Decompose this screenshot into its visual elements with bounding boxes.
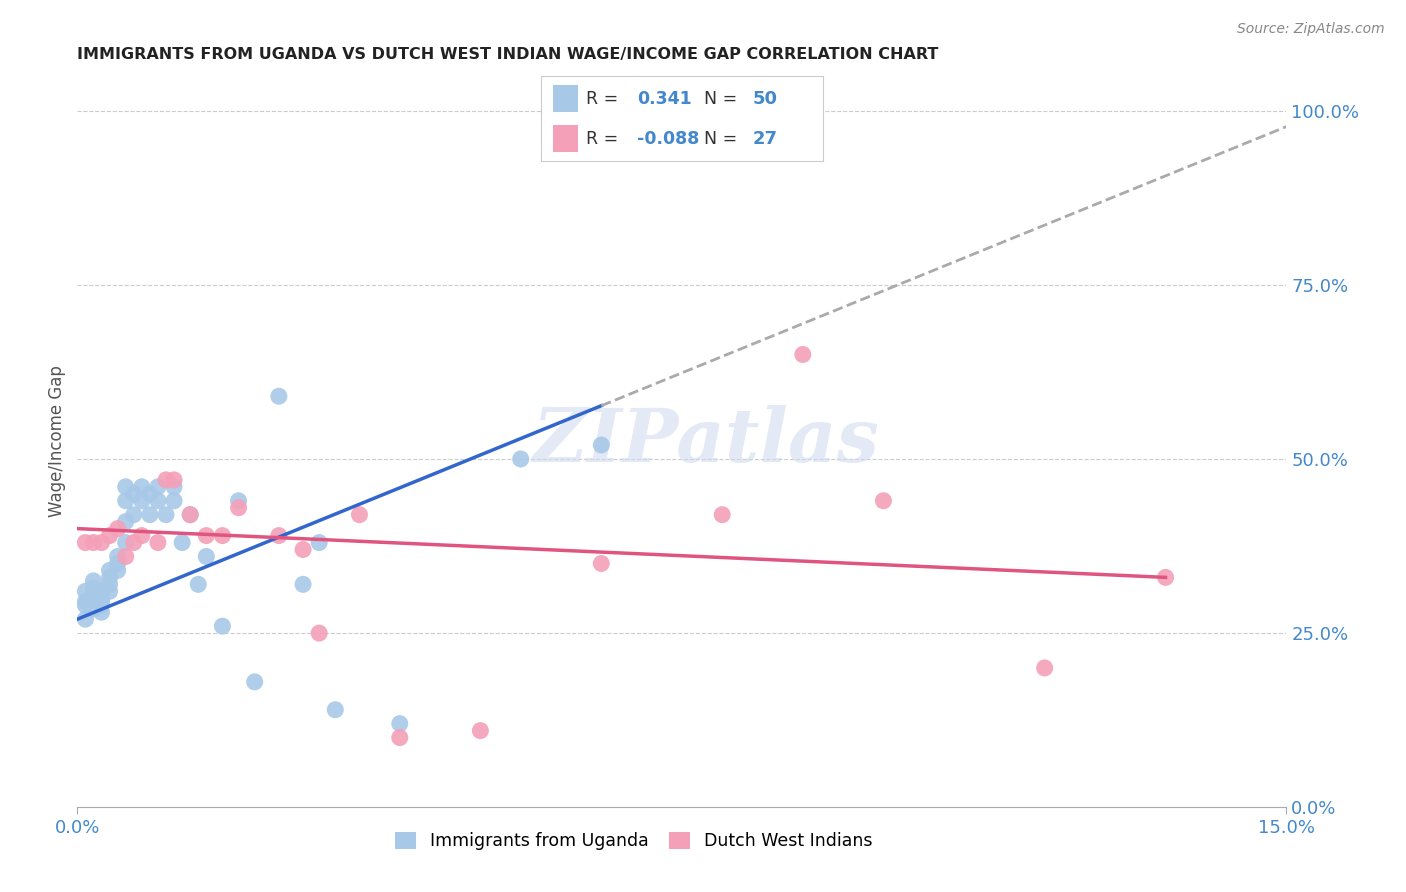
- Point: [90, 605, 112, 619]
- Point: [349, 508, 371, 522]
- Point: [388, 731, 411, 745]
- Text: 50: 50: [752, 90, 778, 108]
- Point: [292, 542, 315, 557]
- Text: 27: 27: [752, 129, 778, 147]
- Point: [308, 535, 330, 549]
- Point: [107, 563, 129, 577]
- FancyBboxPatch shape: [553, 125, 578, 152]
- Point: [267, 389, 290, 403]
- Point: [146, 535, 169, 549]
- Point: [98, 570, 121, 584]
- Point: [228, 493, 250, 508]
- Y-axis label: Wage/Income Gap: Wage/Income Gap: [48, 366, 66, 517]
- Point: [228, 500, 250, 515]
- Point: [163, 480, 186, 494]
- Text: IMMIGRANTS FROM UGANDA VS DUTCH WEST INDIAN WAGE/INCOME GAP CORRELATION CHART: IMMIGRANTS FROM UGANDA VS DUTCH WEST IND…: [77, 47, 939, 62]
- Point: [323, 703, 346, 717]
- Point: [591, 438, 613, 452]
- Point: [792, 347, 814, 361]
- Point: [163, 473, 186, 487]
- Point: [122, 535, 145, 549]
- Point: [82, 588, 104, 602]
- Point: [90, 595, 112, 609]
- Point: [470, 723, 492, 738]
- Point: [107, 522, 129, 536]
- FancyBboxPatch shape: [553, 85, 578, 112]
- Point: [107, 549, 129, 564]
- Point: [155, 473, 177, 487]
- Text: N =: N =: [704, 129, 744, 147]
- Point: [509, 452, 531, 467]
- Point: [98, 577, 121, 591]
- Point: [107, 557, 129, 571]
- Text: -0.088: -0.088: [637, 129, 699, 147]
- Point: [211, 528, 233, 542]
- Point: [75, 595, 97, 609]
- Text: 0.341: 0.341: [637, 90, 692, 108]
- Point: [131, 480, 153, 494]
- Point: [82, 601, 104, 615]
- Point: [308, 626, 330, 640]
- Text: R =: R =: [586, 129, 624, 147]
- Point: [179, 508, 201, 522]
- Point: [195, 528, 218, 542]
- Point: [139, 487, 162, 501]
- Point: [131, 528, 153, 542]
- Point: [114, 480, 136, 494]
- Point: [98, 584, 121, 599]
- Point: [82, 581, 104, 595]
- Point: [98, 563, 121, 577]
- Point: [163, 493, 186, 508]
- Text: N =: N =: [704, 90, 744, 108]
- Point: [114, 493, 136, 508]
- Point: [122, 508, 145, 522]
- Point: [179, 508, 201, 522]
- Point: [211, 619, 233, 633]
- Point: [872, 493, 894, 508]
- Point: [267, 528, 290, 542]
- Point: [122, 487, 145, 501]
- Point: [98, 528, 121, 542]
- Text: Source: ZipAtlas.com: Source: ZipAtlas.com: [1237, 22, 1385, 37]
- Point: [292, 577, 315, 591]
- Point: [82, 591, 104, 606]
- Text: ZIPatlas: ZIPatlas: [533, 405, 880, 478]
- Point: [172, 535, 194, 549]
- Point: [75, 584, 97, 599]
- Point: [1154, 570, 1177, 584]
- Point: [82, 574, 104, 588]
- Point: [75, 535, 97, 549]
- Point: [1033, 661, 1056, 675]
- Point: [146, 493, 169, 508]
- Point: [82, 535, 104, 549]
- Text: R =: R =: [586, 90, 624, 108]
- Point: [131, 493, 153, 508]
- Point: [591, 557, 613, 571]
- Point: [90, 599, 112, 613]
- Point: [90, 535, 112, 549]
- Point: [75, 612, 97, 626]
- Point: [146, 480, 169, 494]
- Point: [90, 591, 112, 606]
- Point: [114, 549, 136, 564]
- Point: [114, 515, 136, 529]
- Legend: Immigrants from Uganda, Dutch West Indians: Immigrants from Uganda, Dutch West India…: [388, 825, 879, 857]
- Point: [75, 599, 97, 613]
- Point: [90, 584, 112, 599]
- Point: [155, 508, 177, 522]
- Point: [243, 674, 266, 689]
- Point: [139, 508, 162, 522]
- Point: [195, 549, 218, 564]
- Point: [114, 535, 136, 549]
- Point: [187, 577, 209, 591]
- Point: [711, 508, 734, 522]
- Point: [388, 716, 411, 731]
